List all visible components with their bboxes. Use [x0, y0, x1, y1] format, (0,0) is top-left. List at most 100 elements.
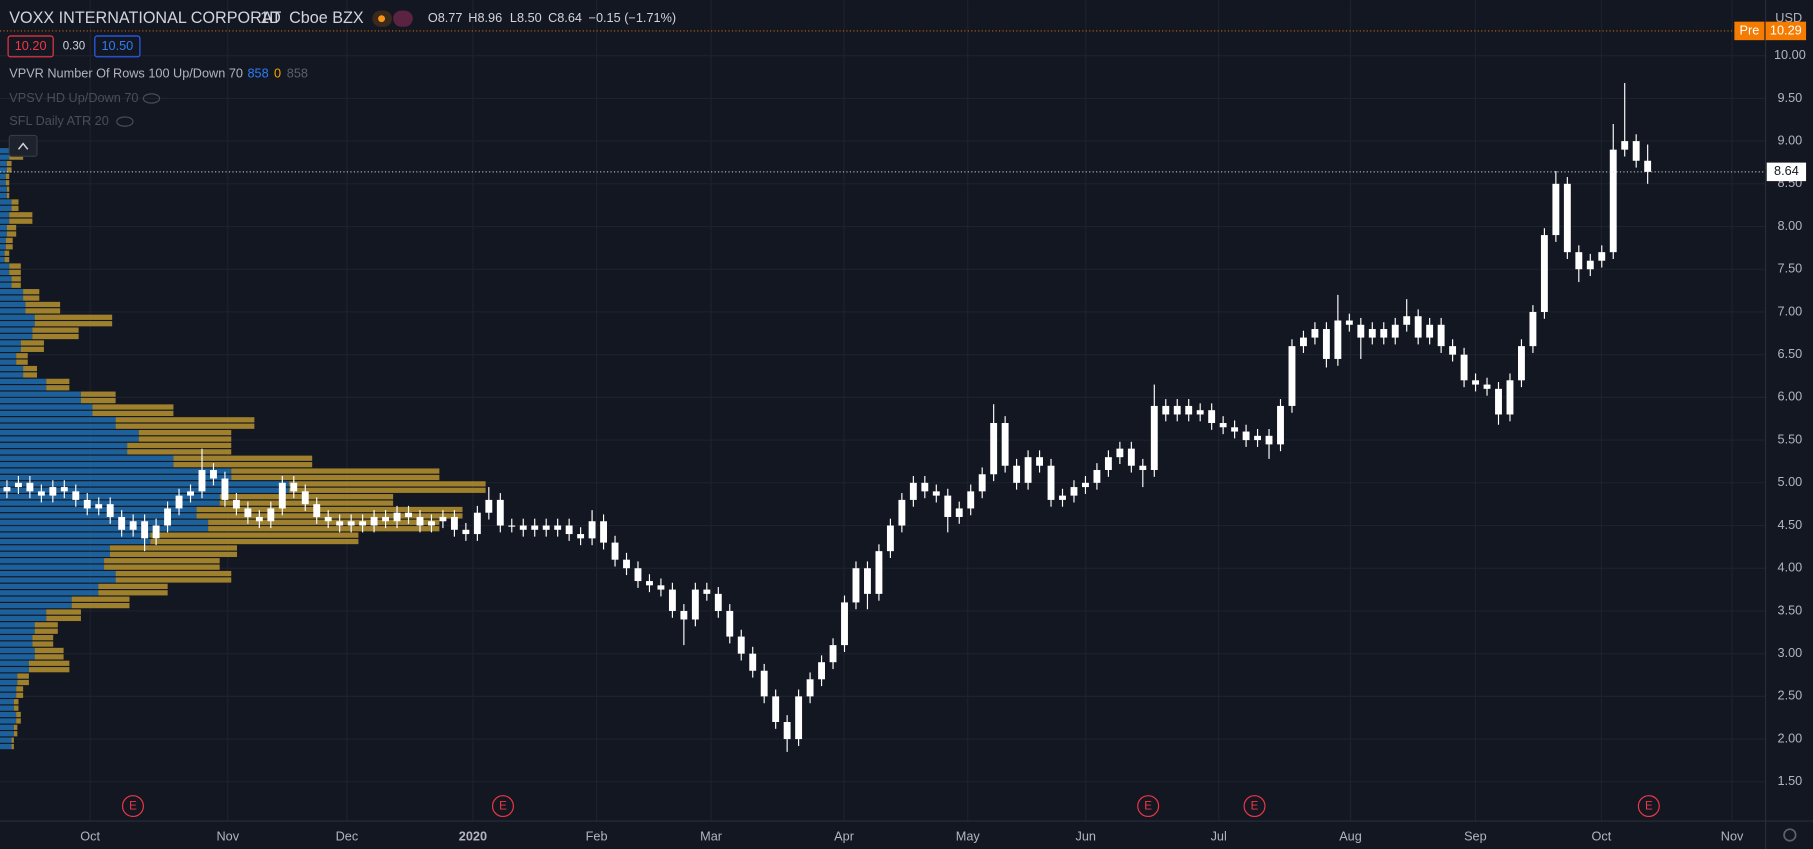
candle-body [175, 495, 183, 509]
profile-up [0, 410, 93, 417]
y-tick-label: 3.50 [1778, 602, 1803, 617]
candle-body [668, 589, 676, 611]
indicator-name[interactable]: SFL Daily ATR 20 [9, 113, 109, 128]
profile-up [0, 455, 174, 461]
earnings-marker[interactable] [1243, 795, 1266, 818]
y-tick-label: 2.00 [1778, 730, 1803, 745]
y-tick-label: 4.50 [1778, 517, 1803, 532]
currency: USD [1775, 10, 1802, 25]
profile-up [0, 596, 72, 602]
candle-body [1437, 324, 1445, 347]
profile-up [0, 365, 24, 372]
profile-down [115, 577, 232, 583]
candle-body [623, 559, 630, 569]
profile-down [71, 602, 130, 609]
profile-up [0, 699, 14, 705]
profile-down [11, 199, 19, 205]
earnings-marker[interactable] [1137, 795, 1160, 818]
buy-box[interactable] [94, 35, 141, 58]
profile-up [0, 295, 24, 301]
profile-down [34, 321, 113, 327]
earnings-marker[interactable] [1637, 795, 1660, 818]
profile-down [13, 699, 19, 705]
profile-up [0, 173, 6, 179]
profile-down [208, 519, 440, 525]
candle-body [26, 482, 34, 492]
profile-down [23, 289, 40, 295]
profile-up [0, 250, 5, 256]
profile-up [0, 526, 209, 532]
x-tick-label: Jun [1075, 829, 1095, 844]
collapse-button[interactable] [8, 134, 38, 157]
candle-body [806, 679, 814, 697]
profile-down [115, 423, 255, 429]
indicator-name[interactable]: VPSV HD Up/Down 70 [9, 90, 138, 105]
earnings-marker[interactable] [121, 795, 144, 818]
profile-up [0, 647, 35, 654]
profile-down [196, 513, 463, 519]
profile-down [23, 295, 40, 301]
profile-up [0, 462, 174, 468]
earnings-label: E [1645, 801, 1653, 813]
x-tick-label: May [956, 829, 981, 844]
x-tick-label: Nov [216, 829, 239, 844]
profile-up [0, 391, 81, 397]
earnings-label: E [129, 801, 137, 813]
profile-up [0, 551, 110, 557]
candle-body [978, 474, 986, 492]
candle-body [944, 495, 952, 517]
candle-body [141, 521, 149, 539]
profile-down [173, 462, 313, 468]
profile-down [9, 212, 33, 218]
candle-body [1518, 346, 1525, 381]
candle-body [301, 491, 309, 505]
candle-body [737, 636, 745, 654]
hidden-icon[interactable] [142, 93, 161, 104]
x-tick-label: Dec [336, 829, 359, 844]
candle-body [760, 670, 768, 697]
candle-body [508, 525, 516, 527]
volume-profile [0, 148, 486, 750]
profile-down [80, 397, 116, 404]
status-icon[interactable] [393, 10, 413, 27]
profile-down [138, 436, 232, 442]
profile-up [0, 340, 21, 346]
y-tick-label: 9.00 [1778, 132, 1803, 147]
profile-up [0, 359, 17, 365]
interval[interactable]: 1D [260, 9, 281, 27]
candle-body [416, 516, 424, 526]
profile-up [0, 737, 12, 743]
hidden-icon[interactable] [116, 116, 134, 127]
indicator-value: 858 [247, 66, 268, 81]
candle-body [462, 529, 470, 535]
profile-down [92, 404, 174, 410]
earnings-label: E [1144, 801, 1152, 813]
grid-layer [0, 0, 1766, 822]
profile-down [34, 628, 58, 634]
y-tick-label: 10.00 [1774, 47, 1806, 62]
candle-body [1059, 495, 1066, 500]
profile-up [0, 160, 7, 167]
profile-up [0, 686, 17, 692]
candle-body [1311, 329, 1319, 338]
candle-body [473, 512, 481, 535]
profile-down [32, 641, 54, 647]
y-tick-label: 2.50 [1778, 688, 1803, 703]
profile-up [0, 167, 7, 173]
earnings-label: E [499, 801, 507, 813]
candle-body [370, 516, 378, 526]
profile-down [4, 250, 10, 256]
settings-icon[interactable] [1783, 828, 1797, 842]
candle-body [313, 504, 321, 517]
earnings-marker[interactable] [491, 795, 514, 818]
profile-down [4, 257, 10, 263]
candle-body [1586, 260, 1594, 270]
profile-down [25, 301, 61, 308]
profile-down [11, 282, 21, 288]
candle-body [359, 521, 367, 526]
profile-down [5, 237, 13, 244]
sell-box[interactable] [7, 35, 54, 58]
indicator-name[interactable]: VPVR Number Of Rows 100 Up/Down 70 [9, 66, 243, 81]
x-tick-label: Sep [1464, 829, 1487, 844]
